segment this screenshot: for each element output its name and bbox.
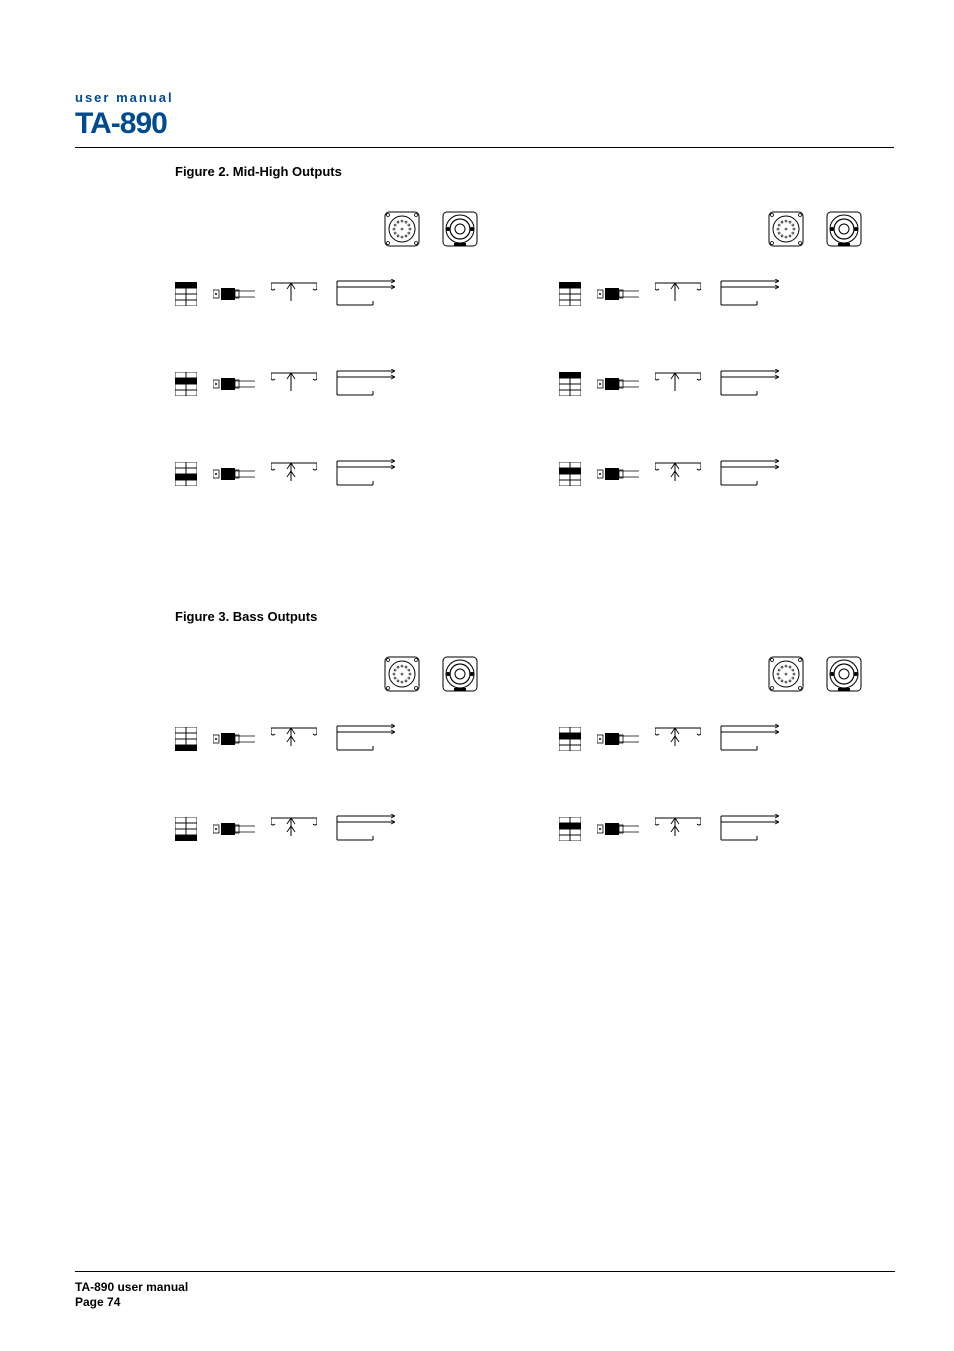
switch-icon xyxy=(213,286,255,302)
signal-arrow-icon xyxy=(655,724,701,754)
switch-icon xyxy=(597,821,639,837)
speakon-connector-icon xyxy=(824,654,864,694)
multipin-connector-icon xyxy=(382,654,422,694)
signal-row xyxy=(175,279,480,309)
switch-icon xyxy=(213,821,255,837)
figure-2-right-col xyxy=(559,209,864,549)
bracket-icon xyxy=(717,459,779,489)
switch-icon xyxy=(213,376,255,392)
signal-arrow-icon xyxy=(655,814,701,844)
signal-row xyxy=(559,459,864,489)
level-slider-icon xyxy=(559,462,581,486)
switch-icon xyxy=(597,376,639,392)
figure-3-left-col xyxy=(175,654,480,904)
signal-arrow-icon xyxy=(271,459,317,489)
signal-row xyxy=(175,724,480,754)
speakon-connector-icon xyxy=(824,209,864,249)
level-slider-icon xyxy=(175,372,197,396)
level-slider-icon xyxy=(175,817,197,841)
page-header: user manual TA-890 xyxy=(75,90,894,148)
bracket-icon xyxy=(717,279,779,309)
signal-arrow-icon xyxy=(655,459,701,489)
connector-row xyxy=(766,209,864,249)
bracket-icon xyxy=(717,814,779,844)
speakon-connector-icon xyxy=(440,654,480,694)
signal-row xyxy=(175,369,480,399)
figure-3-diagram xyxy=(175,654,864,904)
header-rule xyxy=(75,147,894,148)
figure-3-right-col xyxy=(559,654,864,904)
signal-arrow-icon xyxy=(655,369,701,399)
footer-line-2: Page 74 xyxy=(75,1295,895,1311)
bracket-icon xyxy=(333,814,395,844)
signal-arrow-icon xyxy=(271,369,317,399)
header-product: TA-890 xyxy=(75,107,894,141)
connector-row xyxy=(382,209,480,249)
signal-arrow-icon xyxy=(271,279,317,309)
switch-icon xyxy=(213,466,255,482)
signal-row xyxy=(559,279,864,309)
figure-2-caption: Figure 2. Mid-High Outputs xyxy=(175,164,894,179)
bracket-icon xyxy=(333,724,395,754)
page-footer: TA-890 user manual Page 74 xyxy=(75,1271,895,1311)
signal-arrow-icon xyxy=(271,724,317,754)
switch-icon xyxy=(597,731,639,747)
connector-row xyxy=(766,654,864,694)
signal-arrow-icon xyxy=(655,279,701,309)
signal-row xyxy=(559,369,864,399)
figure-3-caption: Figure 3. Bass Outputs xyxy=(175,609,894,624)
figure-2-diagram xyxy=(175,209,864,549)
switch-icon xyxy=(597,286,639,302)
footer-rule xyxy=(75,1271,895,1272)
bracket-icon xyxy=(333,369,395,399)
signal-arrow-icon xyxy=(271,814,317,844)
level-slider-icon xyxy=(559,372,581,396)
multipin-connector-icon xyxy=(766,209,806,249)
level-slider-icon xyxy=(559,817,581,841)
level-slider-icon xyxy=(175,727,197,751)
signal-row xyxy=(559,814,864,844)
level-slider-icon xyxy=(559,282,581,306)
signal-row xyxy=(175,814,480,844)
bracket-icon xyxy=(717,724,779,754)
figure-2-left-col xyxy=(175,209,480,549)
level-slider-icon xyxy=(175,462,197,486)
level-slider-icon xyxy=(175,282,197,306)
bracket-icon xyxy=(333,459,395,489)
connector-row xyxy=(382,654,480,694)
multipin-connector-icon xyxy=(382,209,422,249)
signal-row xyxy=(175,459,480,489)
signal-row xyxy=(559,724,864,754)
multipin-connector-icon xyxy=(766,654,806,694)
footer-line-1: TA-890 user manual xyxy=(75,1280,895,1296)
bracket-icon xyxy=(333,279,395,309)
switch-icon xyxy=(597,466,639,482)
switch-icon xyxy=(213,731,255,747)
speakon-connector-icon xyxy=(440,209,480,249)
level-slider-icon xyxy=(559,727,581,751)
header-small: user manual xyxy=(75,90,894,105)
bracket-icon xyxy=(717,369,779,399)
